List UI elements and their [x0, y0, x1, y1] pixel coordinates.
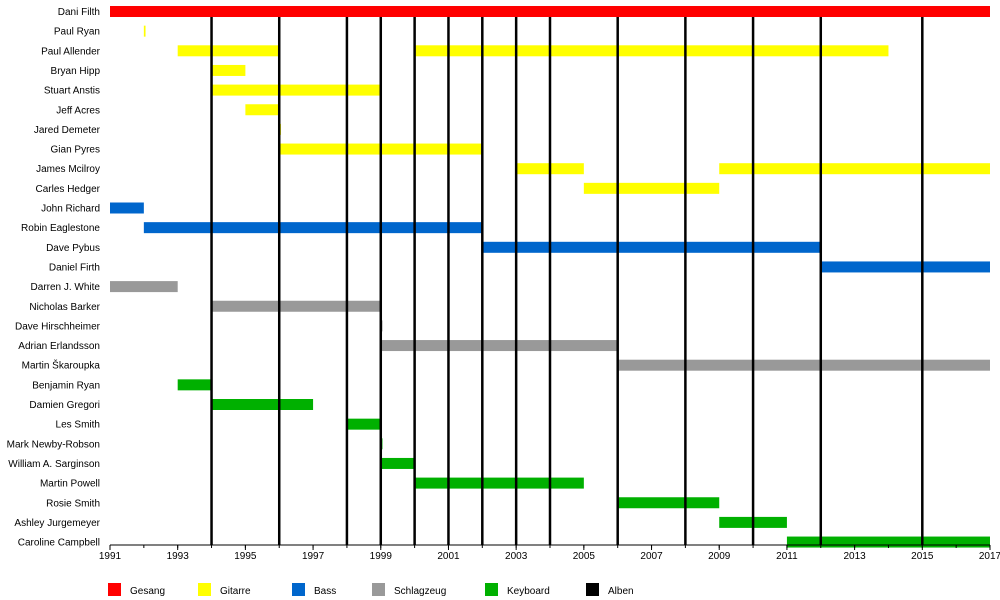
member-bar	[820, 261, 990, 273]
x-tick-label: 2005	[573, 551, 596, 562]
member-name-label: Darren J. White	[31, 282, 101, 293]
member-bar	[617, 497, 720, 509]
member-bar	[177, 45, 280, 57]
member-bar	[110, 6, 990, 17]
x-tick-label: 1995	[234, 551, 257, 562]
member-name-label: Martin Powell	[40, 479, 100, 490]
member-name-label: Les Smith	[56, 420, 100, 431]
member-name-label: Damien Gregori	[29, 400, 100, 411]
legend-swatch-bass	[292, 583, 305, 596]
member-bar	[786, 536, 990, 548]
legend-label-guitar: Gitarre	[220, 586, 251, 597]
member-bars	[110, 6, 990, 548]
x-tick-label: 2001	[437, 551, 460, 562]
legend-label-vocals: Gesang	[130, 586, 165, 597]
x-tick-label: 2015	[911, 551, 934, 562]
member-bar	[211, 84, 381, 96]
album-lines	[210, 17, 924, 545]
legend-label-bass: Bass	[314, 586, 336, 597]
legend-swatch-drums	[372, 583, 385, 596]
x-tick-label: 1993	[167, 551, 190, 562]
x-tick-label: 2007	[640, 551, 663, 562]
member-name-label: Dave Pybus	[46, 243, 100, 254]
x-tick-label: 2013	[843, 551, 866, 562]
member-name-label: Carles Hedger	[36, 184, 101, 195]
x-axis: 1991 1993 1995 1997 1999 2001 2003 2005 2007 2009…	[99, 544, 1000, 562]
member-name-label: Stuart Anstis	[44, 86, 100, 97]
member-name-label: Martin Škaroupka	[22, 359, 101, 372]
member-name-label: Benjamin Ryan	[32, 380, 100, 391]
member-bar	[110, 281, 178, 293]
member-bar	[143, 222, 483, 234]
member-name-label: William A. Sarginson	[8, 459, 100, 470]
member-name-label: Robin Eaglestone	[21, 223, 100, 234]
member-bar	[617, 359, 990, 371]
x-tick-label: 1997	[302, 551, 325, 562]
x-tick-label: 2009	[708, 551, 731, 562]
member-bar	[482, 241, 821, 253]
member-labels: Dani Filth Paul Ryan Paul Allender Bryan Hi…	[7, 7, 101, 549]
member-bar	[414, 477, 584, 489]
member-bar	[414, 45, 889, 57]
member-name-label: John Richard	[41, 204, 100, 215]
legend-label-albums: Alben	[608, 586, 634, 597]
legend: Gesang Gitarre Bass Schlagzeug Keyboard Alben	[108, 583, 634, 597]
member-name-label: Adrian Erlandsson	[18, 341, 100, 352]
member-name-label: Ashley Jurgemeyer	[14, 518, 100, 529]
member-bar	[211, 399, 314, 410]
x-tick-label: 1991	[99, 551, 122, 562]
legend-swatch-albums	[586, 583, 599, 596]
member-bar	[719, 163, 990, 175]
member-bar	[211, 300, 381, 312]
member-bar	[346, 418, 381, 430]
member-name-label: Paul Allender	[41, 46, 101, 57]
member-bar	[211, 64, 246, 76]
legend-label-drums: Schlagzeug	[394, 586, 446, 597]
member-name-label: Paul Ryan	[54, 27, 100, 38]
member-name-label: Dave Hirschheimer	[15, 321, 101, 332]
member-name-label: Bryan Hipp	[51, 66, 101, 77]
member-bar	[380, 457, 415, 469]
member-name-label: Mark Newby-Robson	[7, 439, 100, 450]
legend-swatch-keys	[485, 583, 498, 596]
member-bar	[245, 104, 280, 116]
member-name-label: Jared Demeter	[34, 125, 101, 136]
member-bar	[380, 340, 618, 352]
member-name-label: Caroline Campbell	[18, 538, 100, 549]
x-tick-label: 2017	[979, 551, 1000, 562]
member-name-label: Nicholas Barker	[29, 302, 100, 313]
member-bar	[177, 379, 212, 391]
legend-swatch-vocals	[108, 583, 121, 596]
member-name-label: Dani Filth	[58, 7, 100, 18]
member-bar	[110, 202, 144, 214]
member-name-label: Gian Pyres	[51, 145, 100, 156]
member-bar	[583, 182, 720, 194]
x-tick-label: 2011	[776, 551, 798, 562]
member-name-label: James Mcilroy	[36, 164, 100, 175]
member-name-label: Jeff Acres	[56, 105, 100, 116]
member-bar	[143, 25, 146, 37]
x-tick-label: 2003	[505, 551, 528, 562]
x-tick-label: 1999	[370, 551, 393, 562]
member-name-label: Rosie Smith	[46, 498, 100, 509]
member-name-label: Daniel Firth	[49, 262, 100, 273]
legend-swatch-guitar	[198, 583, 211, 596]
legend-label-keys: Keyboard	[507, 586, 550, 597]
